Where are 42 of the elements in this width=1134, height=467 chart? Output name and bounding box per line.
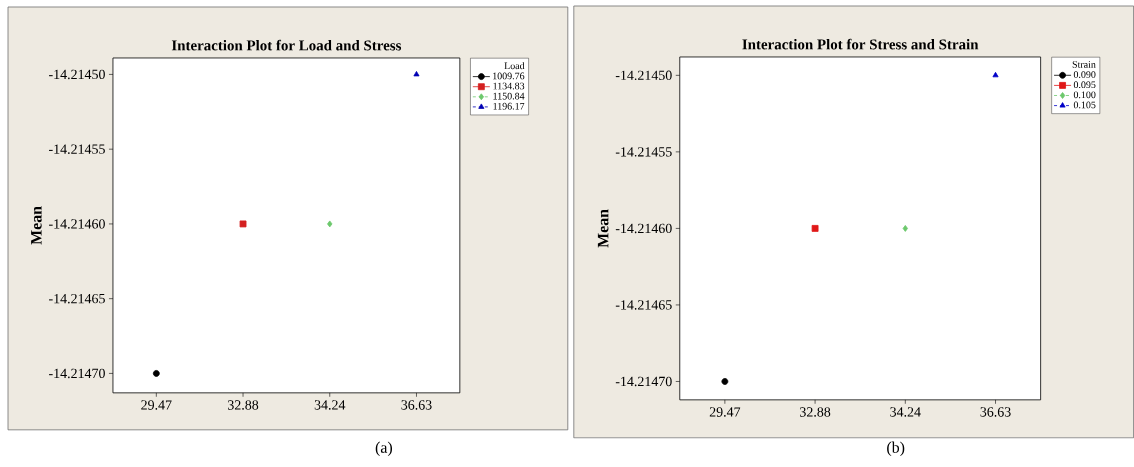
point xyxy=(239,220,247,228)
y-axis-title: Mean xyxy=(31,206,42,245)
text: (b) xyxy=(887,441,905,457)
point xyxy=(992,72,999,78)
legend-title: Load xyxy=(504,62,525,70)
legend-label: 0.105 xyxy=(1073,101,1096,109)
point xyxy=(721,378,729,385)
legend-label: 0.100 xyxy=(1073,91,1096,99)
legend-label: 0.090 xyxy=(1073,71,1096,79)
y-tick-label: -14.21470 xyxy=(49,368,105,379)
y-tick-label: -14.21465 xyxy=(615,300,672,310)
chart-title: Interaction Plot for Stress and Strain xyxy=(742,38,979,50)
legend-label: 0.095 xyxy=(1073,81,1096,89)
y-tick-label: -14.21450 xyxy=(49,69,105,80)
x-tick-label: 32.88 xyxy=(800,407,831,417)
legend-label: 1196.17 xyxy=(493,102,525,110)
y-tick-label: -14.21455 xyxy=(49,144,105,154)
y-tick-label: -14.21455 xyxy=(615,147,672,157)
legend-label: 1009.76 xyxy=(493,72,525,80)
text: (a) xyxy=(375,441,393,457)
x-tick-label: 36.63 xyxy=(980,407,1011,417)
y-axis-title: Mean xyxy=(597,209,609,248)
point xyxy=(413,71,420,77)
point xyxy=(902,225,908,232)
legend-title: Strain xyxy=(1072,61,1096,68)
point xyxy=(152,370,160,377)
x-tick-label: 32.88 xyxy=(228,400,259,410)
x-tick-label: 34.24 xyxy=(890,407,921,417)
y-tick-label: -14.21460 xyxy=(615,223,672,234)
legend-label: 1150.84 xyxy=(493,92,525,100)
y-tick-label: -14.21460 xyxy=(49,219,105,229)
y-tick-label: -14.21450 xyxy=(615,70,672,81)
legend-label: 1134.83 xyxy=(493,82,525,90)
x-tick-label: 29.47 xyxy=(141,400,172,410)
x-tick-label: 29.47 xyxy=(709,407,741,417)
x-tick-label: 36.63 xyxy=(401,400,432,410)
point xyxy=(811,225,819,232)
y-tick-label: -14.21465 xyxy=(49,294,105,304)
point xyxy=(327,220,333,228)
chart-title: Interaction Plot for Load and Stress xyxy=(171,39,402,51)
y-tick-label: -14.21470 xyxy=(615,376,672,387)
x-tick-label: 34.24 xyxy=(314,400,346,410)
